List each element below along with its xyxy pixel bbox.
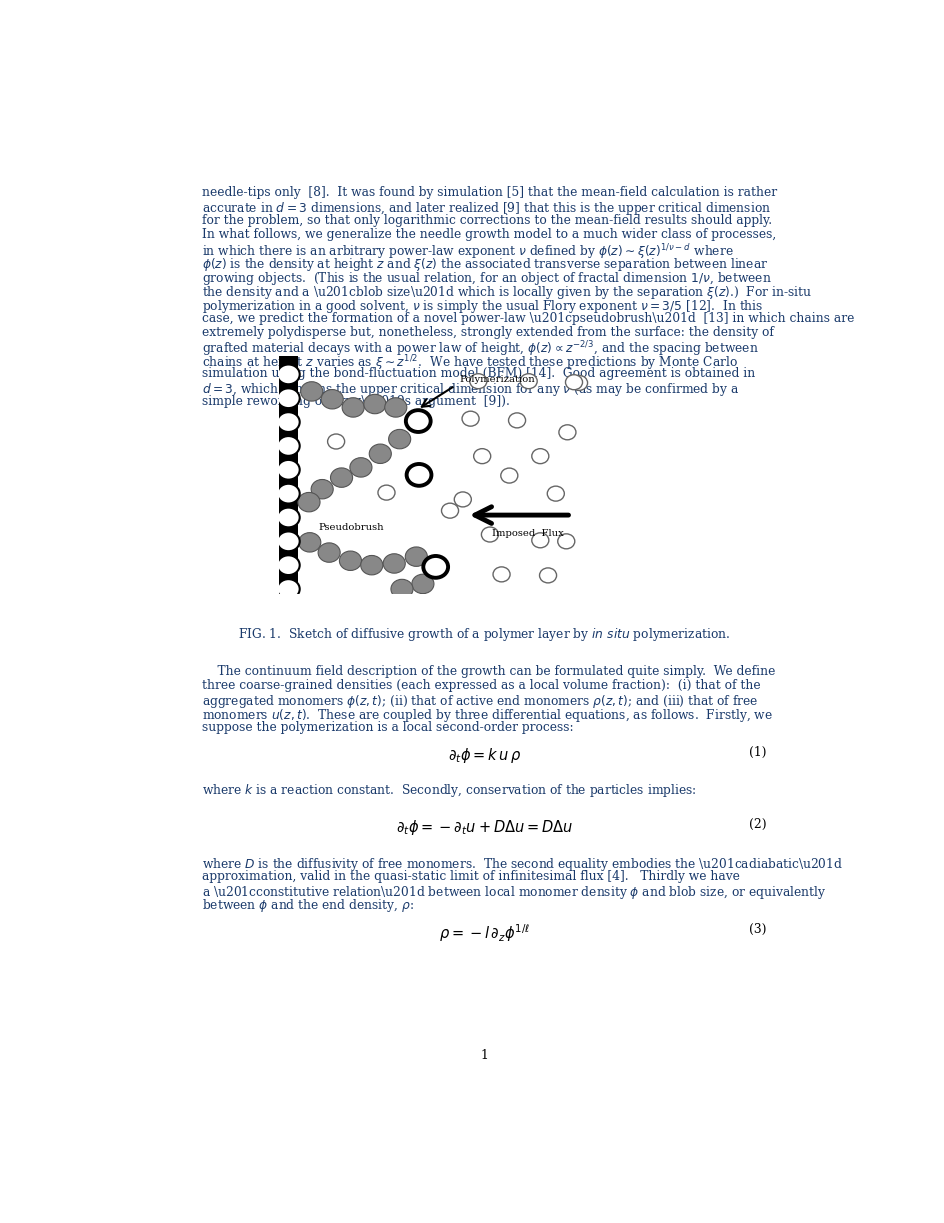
Text: (1): (1) — [748, 746, 766, 759]
Circle shape — [277, 460, 299, 479]
Circle shape — [328, 434, 345, 449]
Text: a \u201cconstitutive relation\u201d between local monomer density $\phi$ and blo: a \u201cconstitutive relation\u201d betw… — [202, 883, 826, 900]
Text: grafted material decays with a power law of height, $\phi(z) \propto z^{-2/3}$, : grafted material decays with a power law… — [202, 340, 758, 360]
Circle shape — [342, 397, 363, 417]
Text: FIG. 1.  Sketch of diffusive growth of a polymer layer by $\mathit{in\ situ}$ po: FIG. 1. Sketch of diffusive growth of a … — [238, 626, 730, 643]
Circle shape — [441, 503, 458, 519]
Circle shape — [339, 552, 362, 570]
Circle shape — [277, 437, 299, 456]
Circle shape — [297, 493, 320, 512]
Circle shape — [565, 374, 582, 390]
Circle shape — [493, 567, 510, 582]
Circle shape — [384, 397, 407, 417]
Circle shape — [558, 424, 575, 440]
Text: (2): (2) — [748, 818, 766, 830]
Text: for the problem, so that only logarithmic corrections to the mean-field results : for the problem, so that only logarithmi… — [202, 214, 771, 227]
Text: Polymerization: Polymerization — [459, 374, 534, 384]
Circle shape — [318, 543, 340, 563]
Circle shape — [539, 567, 556, 583]
Text: 1: 1 — [480, 1049, 488, 1062]
Circle shape — [406, 464, 431, 486]
Circle shape — [311, 479, 333, 499]
Circle shape — [388, 429, 411, 449]
Text: extremely polydisperse but, nonetheless, strongly extended from the surface: the: extremely polydisperse but, nonetheless,… — [202, 325, 773, 339]
Circle shape — [277, 364, 299, 384]
Text: the density and a \u201cblob size\u201d which is locally given by the separation: the density and a \u201cblob size\u201d … — [202, 284, 812, 301]
Circle shape — [369, 444, 391, 464]
Circle shape — [391, 580, 413, 599]
Text: simple reworking of Krug\u2019s argument  [9]).: simple reworking of Krug\u2019s argument… — [202, 395, 510, 408]
Circle shape — [363, 394, 385, 413]
Circle shape — [473, 449, 490, 464]
Circle shape — [519, 374, 536, 389]
Circle shape — [469, 374, 486, 389]
Text: aggregated monomers $\phi(z, t)$; (ii) that of active end monomers $\rho(z, t)$;: aggregated monomers $\phi(z, t)$; (ii) t… — [202, 693, 758, 711]
Text: chains at height $z$ varies as $\xi \sim z^{1/2}$.  We have tested these predict: chains at height $z$ varies as $\xi \sim… — [202, 353, 737, 373]
Text: three coarse-grained densities (each expressed as a local volume fraction):  (i): three coarse-grained densities (each exp… — [202, 680, 760, 692]
Circle shape — [277, 532, 299, 552]
Circle shape — [277, 508, 299, 527]
Text: Imposed  Flux: Imposed Flux — [491, 530, 563, 538]
Circle shape — [424, 558, 447, 576]
Text: in which there is an arbitrary power-law exponent $\nu$ defined by $\phi(z) \sim: in which there is an arbitrary power-law… — [202, 242, 733, 260]
Text: (3): (3) — [748, 922, 766, 936]
Circle shape — [321, 390, 343, 408]
Circle shape — [500, 468, 517, 483]
Circle shape — [277, 412, 299, 432]
Circle shape — [480, 527, 497, 542]
Circle shape — [531, 449, 548, 464]
Text: Pseudobrush: Pseudobrush — [318, 523, 383, 532]
Circle shape — [406, 411, 428, 430]
Bar — [278, 356, 298, 594]
Text: monomers $u(z, t)$.  These are coupled by three differential equations, as follo: monomers $u(z, t)$. These are coupled by… — [202, 707, 772, 724]
Text: $\phi(z)$ is the density at height $z$ and $\xi(z)$ the associated transverse se: $\phi(z)$ is the density at height $z$ a… — [202, 256, 767, 273]
Text: $\rho = -l\, \partial_z \phi^{1/\ell}$: $\rho = -l\, \partial_z \phi^{1/\ell}$ — [438, 922, 530, 944]
Circle shape — [405, 547, 427, 566]
Text: In what follows, we generalize the needle growth model to a much wider class of : In what follows, we generalize the needl… — [202, 229, 776, 241]
Text: where $D$ is the diffusivity of free monomers.  The second equality embodies the: where $D$ is the diffusivity of free mon… — [202, 856, 843, 873]
Text: where $k$ is a reaction constant.  Secondly, conservation of the particles impli: where $k$ is a reaction constant. Second… — [202, 783, 697, 799]
Text: simulation using the bond-fluctuation model (BFM) [14].  Good agreement is obtai: simulation using the bond-fluctuation mo… — [202, 367, 755, 380]
Circle shape — [378, 486, 395, 500]
Circle shape — [508, 413, 525, 428]
Circle shape — [531, 533, 548, 548]
Text: between $\phi$ and the end density, $\rho$:: between $\phi$ and the end density, $\rh… — [202, 898, 413, 915]
Text: $\partial_t \phi = k\, u\, \rho$: $\partial_t \phi = k\, u\, \rho$ — [447, 746, 520, 766]
Circle shape — [454, 492, 471, 506]
Circle shape — [557, 533, 574, 549]
Circle shape — [412, 575, 433, 593]
Circle shape — [382, 554, 405, 574]
Circle shape — [405, 410, 430, 432]
Circle shape — [277, 555, 299, 575]
Text: The continuum field description of the growth can be formulated quite simply.  W: The continuum field description of the g… — [202, 665, 775, 679]
Circle shape — [277, 389, 299, 408]
Circle shape — [277, 484, 299, 504]
Text: polymerization in a good solvent, $\nu$ is simply the usual Flory exponent $\nu : polymerization in a good solvent, $\nu$ … — [202, 298, 763, 314]
Text: growing objects.  (This is the usual relation, for an object of fractal dimensio: growing objects. (This is the usual rela… — [202, 270, 771, 287]
Circle shape — [570, 375, 587, 390]
Circle shape — [300, 382, 323, 401]
Circle shape — [547, 486, 564, 501]
Text: suppose the polymerization is a local second-order process:: suppose the polymerization is a local se… — [202, 722, 573, 734]
Circle shape — [277, 580, 299, 599]
Circle shape — [462, 411, 479, 426]
Text: case, we predict the formation of a novel power-law \u201cpseudobrush\u201d  [13: case, we predict the formation of a nove… — [202, 312, 853, 325]
Text: accurate in $d = 3$ dimensions, and later realized [9] that this is the upper cr: accurate in $d = 3$ dimensions, and late… — [202, 201, 770, 218]
Text: approximation, valid in the quasi-static limit of infinitesimal flux [4].   Thir: approximation, valid in the quasi-static… — [202, 870, 739, 883]
Circle shape — [298, 533, 320, 552]
Circle shape — [349, 457, 372, 477]
Text: $\partial_t \phi = -\partial_t u + D\Delta u = D\Delta u$: $\partial_t \phi = -\partial_t u + D\Del… — [396, 818, 572, 837]
Text: $d = 3$, which remains the upper critical dimension for any $\nu$ (as may be con: $d = 3$, which remains the upper critica… — [202, 382, 739, 399]
Circle shape — [361, 555, 382, 575]
Text: needle-tips only  [8].  It was found by simulation [5] that the mean-field calcu: needle-tips only [8]. It was found by si… — [202, 186, 777, 199]
Circle shape — [330, 468, 352, 487]
Circle shape — [423, 556, 447, 577]
